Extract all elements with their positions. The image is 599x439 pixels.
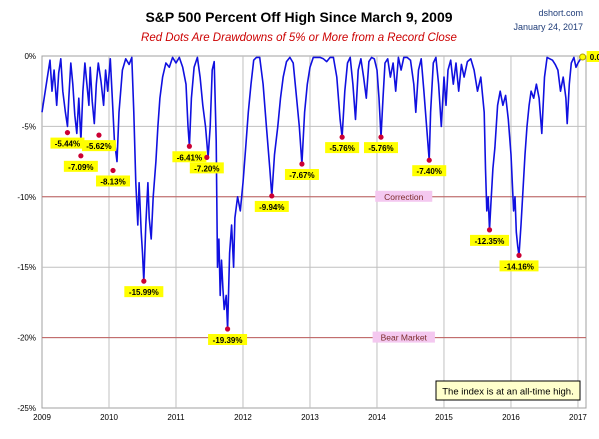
x-tick-label: 2012 xyxy=(234,413,252,422)
plot-area xyxy=(41,55,587,409)
drawdown-label-background xyxy=(124,286,164,298)
drawdown-label-background xyxy=(284,168,319,180)
drawdown-label: -6.41% xyxy=(177,153,202,162)
drawdown-label: -12.35% xyxy=(475,237,505,246)
drawdown-label-background xyxy=(363,142,398,154)
x-tick-label: 2017 xyxy=(569,413,587,422)
drawdown-dot xyxy=(141,278,147,284)
drawdown-layer: -5.44% -7.09% -5.62% -8.13% -15.99% -6.41% -7.… xyxy=(50,51,599,346)
drawdown-label: -7.09% xyxy=(68,163,93,172)
x-tick-label: 2016 xyxy=(502,413,520,422)
annotation-box: The index is at an all-time high. xyxy=(435,380,581,401)
drawdown-dot xyxy=(110,167,116,174)
drawdown-dot xyxy=(224,326,231,332)
drawdown-dot xyxy=(186,143,192,149)
y-tick-label: -5% xyxy=(22,122,36,131)
x-tick-label: 2009 xyxy=(33,413,51,422)
drawdown-label: -5.76% xyxy=(368,144,393,153)
date-label: January 24, 2017 xyxy=(513,22,583,32)
drawdown-label: -5.44% xyxy=(55,140,80,149)
drawdown-label: -8.13% xyxy=(100,177,125,186)
drawdown-dot xyxy=(269,193,275,199)
drawdown-label-background xyxy=(96,175,131,187)
drawdown-dot xyxy=(64,129,71,136)
source-label: dshort.com xyxy=(538,8,583,18)
y-tick-label: -20% xyxy=(17,334,36,343)
drawdown-dot xyxy=(299,161,305,167)
drawdown-dot xyxy=(204,154,210,160)
drawdown-label: -15.99% xyxy=(129,288,159,297)
reference-label-background xyxy=(372,331,435,343)
reference-label-background xyxy=(375,190,433,202)
drawdown-label: -14.16% xyxy=(504,262,534,271)
annotation-text: The index is at an all-time high. xyxy=(442,387,573,398)
drawdown-label: -5.76% xyxy=(329,144,354,153)
drawdown-label: -7.67% xyxy=(289,171,314,180)
drawdown-dot xyxy=(486,227,493,233)
drawdown-label-background xyxy=(412,165,447,177)
x-tick-label: 2010 xyxy=(100,413,118,422)
current-dot xyxy=(579,53,587,61)
current-label: 0.00% xyxy=(590,53,599,62)
y-tick-label: 0% xyxy=(24,52,36,61)
drawdown-label-background xyxy=(81,140,116,152)
chart-subtitle: Red Dots Are Drawdowns of 5% or More fro… xyxy=(141,32,457,44)
y-tick-label: -15% xyxy=(17,263,36,272)
x-tick-label: 2015 xyxy=(435,413,453,422)
x-tick-label: 2013 xyxy=(301,413,319,422)
drawdown-dot xyxy=(426,157,432,163)
drawdown-dot xyxy=(516,252,522,258)
reference-lines: Correction Bear Market xyxy=(42,190,586,343)
drawdown-dot xyxy=(339,134,345,140)
y-tick-label: -25% xyxy=(17,404,36,413)
series-line xyxy=(41,55,584,330)
drawdown-label: -9.94% xyxy=(259,203,284,212)
drawdown-label-background xyxy=(325,142,360,154)
current-label-background xyxy=(586,51,599,62)
drawdown-label-background xyxy=(254,200,289,212)
drawdown-label: -7.20% xyxy=(194,164,219,173)
y-tick-label: -10% xyxy=(17,193,36,202)
reference-label: Bear Market xyxy=(381,333,428,343)
series-layer xyxy=(41,55,584,330)
drawdown-label: -19.39% xyxy=(213,336,243,345)
chart-title: S&P 500 Percent Off High Since March 9, … xyxy=(145,9,452,25)
drawdown-label-background xyxy=(63,160,98,172)
drawdown-label-background xyxy=(50,137,85,149)
drawdown-dot xyxy=(78,153,84,159)
drawdown-label: -7.40% xyxy=(417,167,442,176)
tick-layer: 0% -5% -10% -15% -20% -25%2009 2010 2011 2012 201… xyxy=(17,52,587,422)
x-tick-label: 2011 xyxy=(167,413,185,422)
drawdown-label-background xyxy=(172,151,207,163)
drawdown-label-background xyxy=(208,334,248,346)
drawdown-dot xyxy=(378,134,384,140)
reference-label: Correction xyxy=(384,192,423,202)
drawdown-label: -5.62% xyxy=(86,142,111,151)
drawdown-label-background xyxy=(189,162,224,174)
x-tick-label: 2014 xyxy=(368,413,386,422)
drawdown-label-background xyxy=(499,260,539,272)
drawdown-dot xyxy=(96,132,102,138)
annotation-background xyxy=(435,380,581,401)
drawdown-label-background xyxy=(470,234,510,246)
